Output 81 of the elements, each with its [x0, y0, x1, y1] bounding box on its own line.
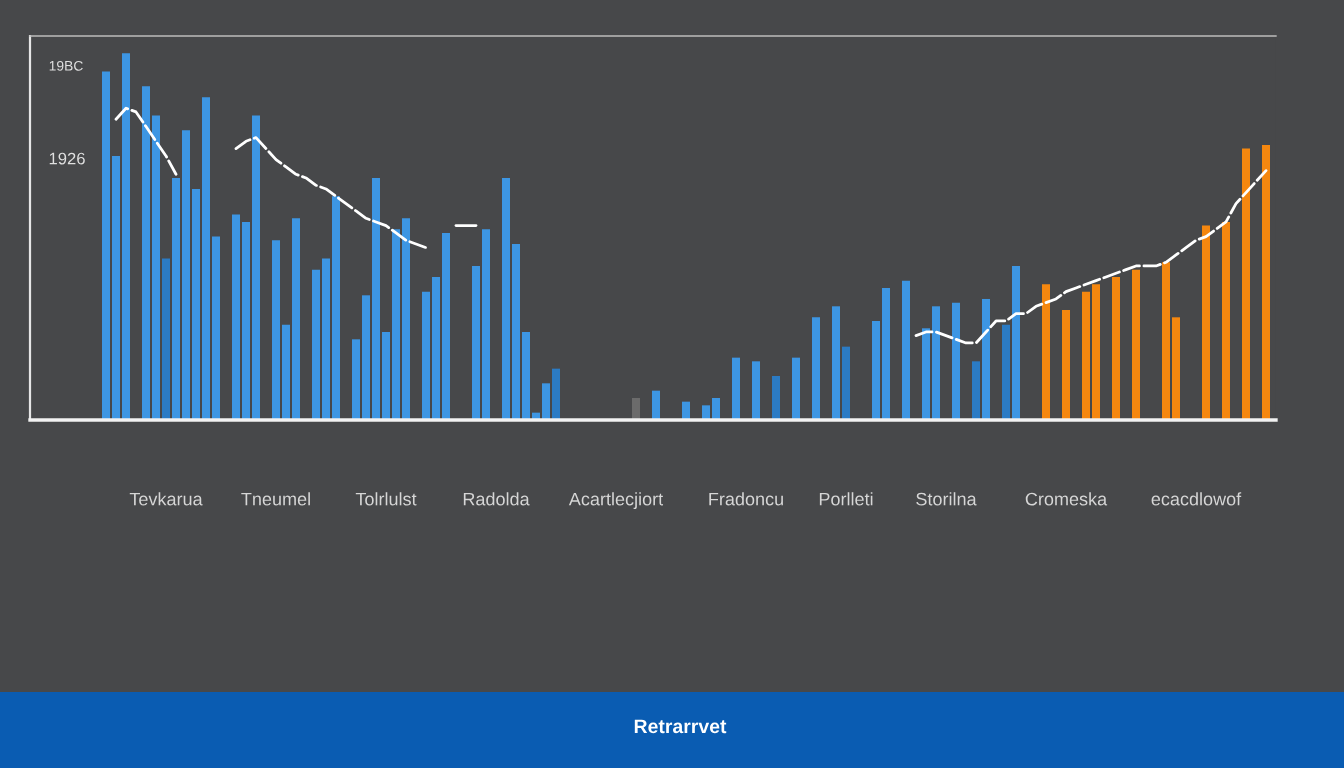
bar	[182, 130, 190, 420]
bar	[542, 383, 550, 420]
bar	[952, 302, 960, 420]
bar	[1172, 317, 1180, 420]
bar	[1002, 324, 1010, 420]
bar	[972, 361, 980, 420]
bar	[1012, 265, 1020, 420]
bar	[152, 115, 160, 420]
bar	[902, 280, 910, 420]
bar	[472, 265, 480, 420]
bar	[502, 177, 510, 420]
bar	[252, 115, 260, 420]
bar	[832, 306, 840, 420]
bar	[1042, 284, 1050, 420]
bar	[172, 177, 180, 420]
bar	[232, 214, 240, 420]
bar	[162, 258, 170, 420]
bar	[202, 97, 210, 420]
x-tick-label: Radolda	[463, 492, 530, 506]
bar	[102, 71, 110, 420]
bar	[512, 243, 520, 420]
bar	[432, 276, 440, 420]
bar	[932, 306, 940, 420]
bar	[632, 397, 640, 420]
bar	[752, 361, 760, 420]
x-tick-label: Porlleti	[819, 492, 873, 506]
bar	[842, 346, 850, 420]
bar	[652, 390, 660, 420]
bar	[1062, 309, 1070, 420]
bar	[322, 258, 330, 420]
bar	[212, 236, 220, 420]
bar	[732, 357, 740, 420]
bar	[1262, 144, 1270, 420]
x-tick-label: Tevkarua	[129, 492, 203, 506]
x-tick-label: Tneumel	[241, 492, 310, 506]
bar	[792, 357, 800, 420]
x-tick-label: Tolrlulst	[355, 492, 417, 506]
bar	[882, 287, 890, 420]
bar	[1082, 291, 1090, 420]
bar	[1202, 225, 1210, 420]
bar	[772, 375, 780, 420]
text: Retrarrvet	[634, 719, 727, 734]
x-tick-label: Acartlecjiort	[568, 492, 664, 510]
x-tick-label: Storilna	[916, 492, 977, 506]
bar	[402, 218, 410, 420]
bar	[872, 320, 880, 420]
bar	[282, 324, 290, 420]
bar	[1132, 269, 1140, 420]
bar	[922, 328, 930, 420]
bar	[332, 196, 340, 420]
bar	[1222, 221, 1230, 420]
bar	[522, 331, 530, 420]
text: 19BC	[49, 60, 83, 71]
bar	[442, 232, 450, 420]
bar	[392, 229, 400, 420]
bar	[312, 269, 320, 420]
bar	[112, 155, 120, 420]
bar	[292, 218, 300, 420]
bar	[192, 188, 200, 420]
bar	[712, 397, 720, 420]
x-tick-label: ecacdlowof	[1151, 492, 1242, 506]
text: 1926	[49, 152, 85, 165]
bar	[422, 291, 430, 420]
bar	[382, 331, 390, 420]
bar	[272, 240, 280, 420]
bar	[362, 295, 370, 420]
bar	[122, 53, 130, 420]
bar	[482, 229, 490, 420]
bar	[982, 298, 990, 420]
bar	[1092, 284, 1100, 420]
bar	[352, 339, 360, 420]
bar	[142, 86, 150, 420]
x-tick-label: Fradoncu	[709, 492, 783, 506]
bar	[1112, 276, 1120, 420]
bar	[372, 177, 380, 420]
x-tick-label: Cromeska	[1025, 492, 1108, 506]
bar	[242, 221, 250, 420]
bar	[1242, 148, 1250, 420]
bar	[812, 317, 820, 420]
bar	[552, 368, 560, 420]
bar	[1162, 262, 1170, 420]
